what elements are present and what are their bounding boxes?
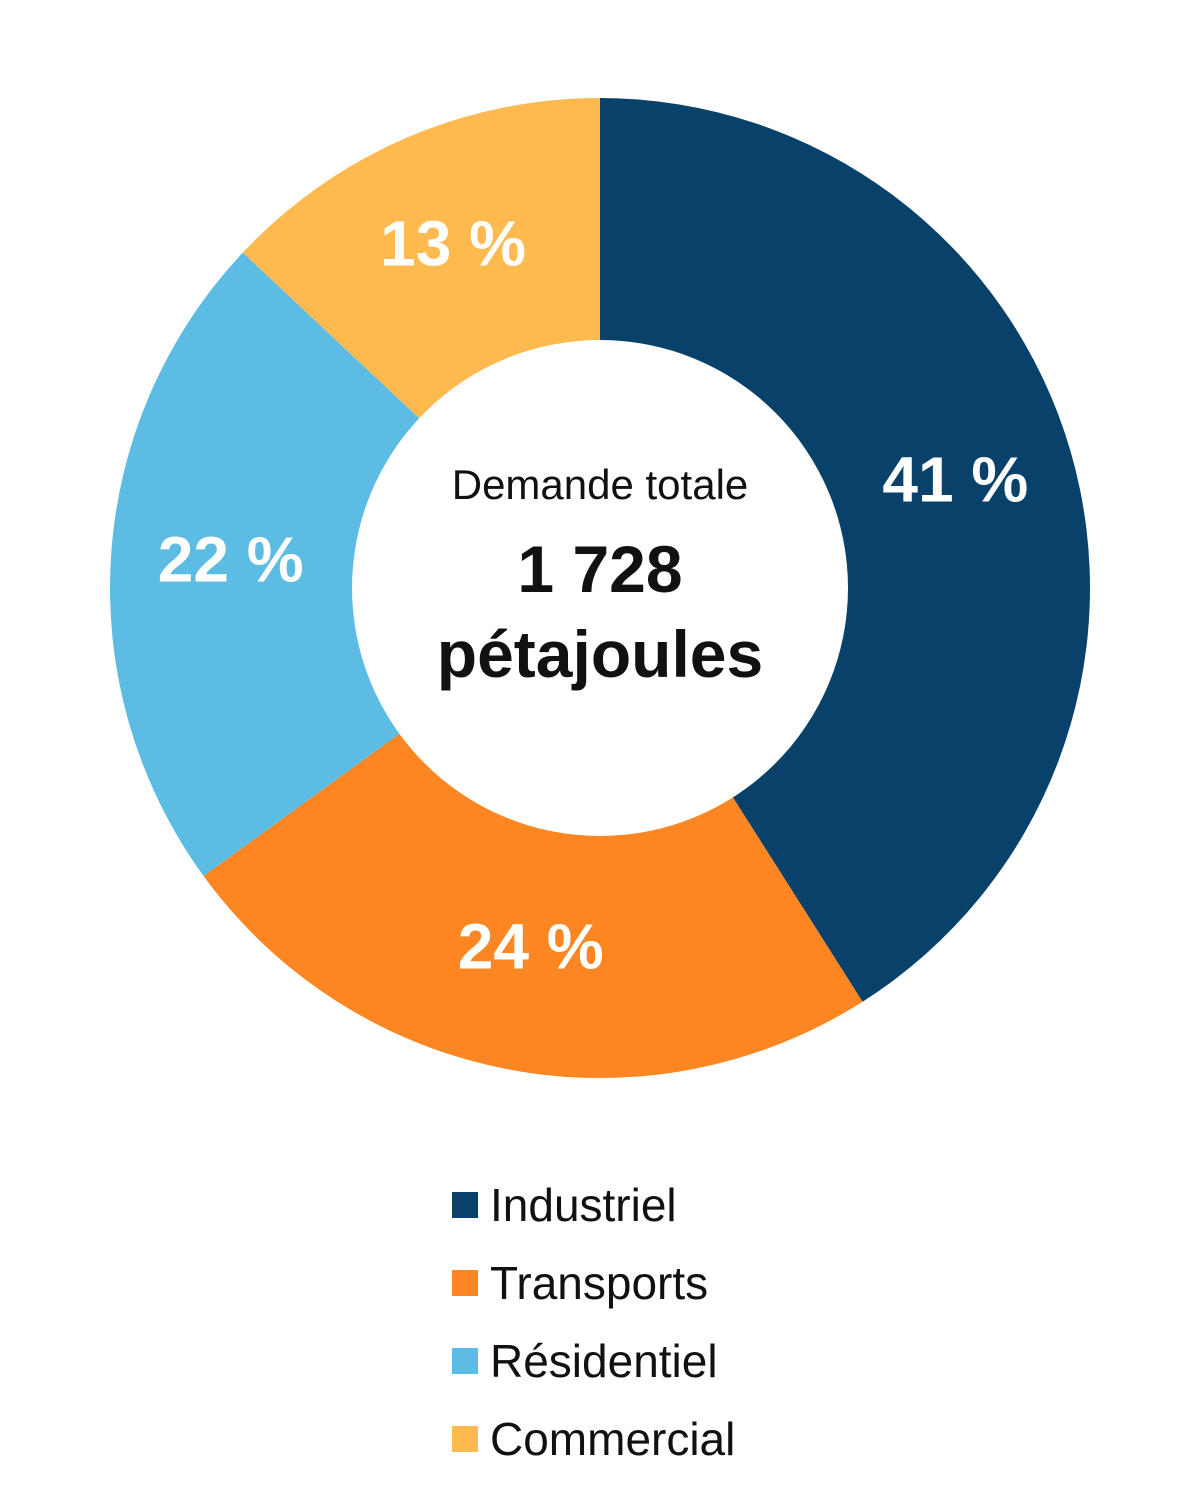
legend-swatch-transports <box>452 1270 478 1296</box>
legend-swatch-commercial <box>452 1426 478 1452</box>
donut-chart-svg: 41 % 24 % 22 % 13 % Demande totale 1 728 pé… <box>109 98 1090 1078</box>
legend-label-transports: Transports <box>490 1257 709 1309</box>
donut-slice-labels: 41 % 24 % 22 % 13 % <box>158 207 1028 982</box>
slice-label-commercial: 13 % <box>380 207 526 279</box>
legend: Industriel Transports Résidentiel Commer… <box>452 1166 872 1478</box>
legend-label-commercial: Commercial <box>490 1413 736 1465</box>
slice-label-transports: 24 % <box>458 910 604 982</box>
legend-item-residentiel: Résidentiel <box>452 1322 872 1400</box>
slice-label-residentiel: 22 % <box>158 524 304 596</box>
legend-label-residentiel: Résidentiel <box>490 1335 718 1387</box>
slice-transports <box>203 588 863 1078</box>
slice-label-industriel: 41 % <box>882 444 1028 516</box>
legend-swatch-residentiel <box>452 1348 478 1374</box>
legend-item-industriel: Industriel <box>452 1166 872 1244</box>
center-total-unit: pétajoules <box>437 617 763 691</box>
center-total-value: 1 728 <box>517 532 682 606</box>
center-caption: Demande totale <box>452 461 749 508</box>
legend-item-commercial: Commercial <box>452 1400 872 1478</box>
legend-item-transports: Transports <box>452 1244 872 1322</box>
legend-swatch-industriel <box>452 1192 478 1218</box>
donut-hole <box>352 340 848 836</box>
legend-label-industriel: Industriel <box>490 1179 677 1231</box>
